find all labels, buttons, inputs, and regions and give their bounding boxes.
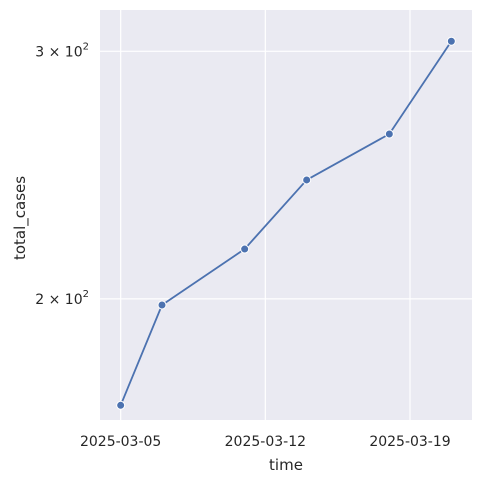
- x-tick-label: 2025-03-05: [80, 434, 161, 450]
- data-point: [446, 36, 456, 46]
- y-tick-label: 3 × 102: [35, 41, 89, 60]
- grid-lines: [100, 10, 472, 420]
- y-tick-labels: 2 × 102 3 × 102: [35, 41, 89, 308]
- x-tick-label: 2025-03-12: [225, 434, 306, 450]
- x-axis-label: time: [269, 456, 303, 474]
- data-point: [384, 129, 394, 139]
- data-point: [302, 175, 312, 185]
- plot-area: [100, 10, 472, 420]
- x-tick-labels: 2025-03-05 2025-03-12 2025-03-19: [80, 434, 451, 450]
- data-point: [240, 244, 250, 254]
- series-line: [119, 40, 453, 406]
- series-marks: [116, 36, 456, 410]
- y-axis-label: total_cases: [11, 176, 30, 260]
- data-point: [116, 400, 126, 410]
- data-point: [157, 300, 167, 310]
- y-tick-label: 2 × 102: [35, 289, 89, 308]
- x-tick-label: 2025-03-19: [369, 434, 450, 450]
